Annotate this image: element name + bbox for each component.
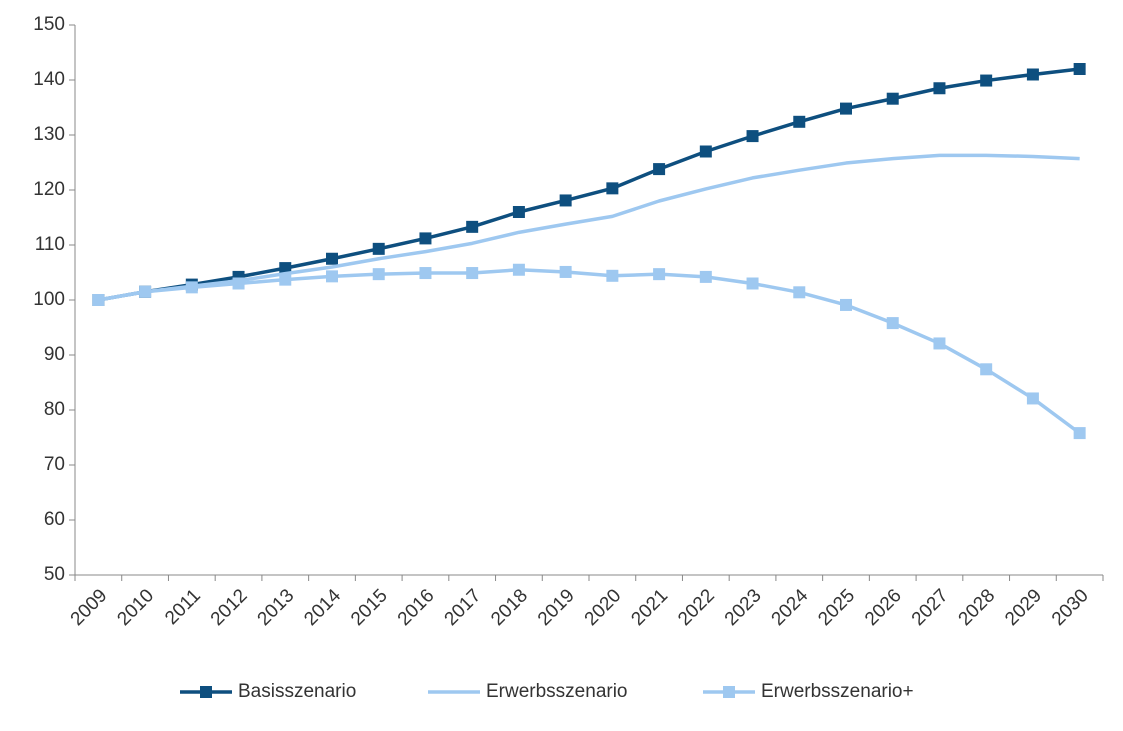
legend-label: Erwerbsszenario <box>486 681 628 702</box>
y-tick-label: 100 <box>33 289 65 310</box>
y-tick-label: 90 <box>44 344 65 365</box>
x-tick-label: 2012 <box>207 585 252 630</box>
y-tick-label: 120 <box>33 179 65 200</box>
series-line <box>98 153 1080 302</box>
series-marker <box>232 277 245 290</box>
series-marker <box>606 269 619 282</box>
y-tick-label: 70 <box>44 454 65 475</box>
series-marker <box>419 267 432 280</box>
x-tick-label: 2017 <box>441 585 486 630</box>
x-tick-label: 2022 <box>674 585 719 630</box>
series-marker <box>139 285 152 298</box>
series-line <box>98 268 1081 435</box>
series-marker <box>1026 68 1039 81</box>
x-tick-label: 2009 <box>67 585 112 630</box>
y-tick-label: 110 <box>35 234 65 255</box>
series-marker <box>793 286 806 299</box>
legend-marker <box>723 686 735 698</box>
legend-label: Erwerbsszenario+ <box>761 681 914 702</box>
x-tick-label: 2018 <box>487 585 532 630</box>
series-marker <box>699 270 712 283</box>
series-marker <box>326 270 338 283</box>
x-tick-label: 2016 <box>394 585 439 630</box>
series-marker <box>279 273 292 286</box>
series-marker <box>1073 63 1086 75</box>
x-tick-label: 2024 <box>768 585 813 630</box>
x-tick-label: 2015 <box>347 585 392 630</box>
legend-label: Basisszenario <box>238 681 356 702</box>
series-marker <box>372 268 385 281</box>
legend-marker <box>200 686 212 698</box>
x-tick-label: 2014 <box>300 585 345 630</box>
x-tick-label: 2013 <box>254 585 299 630</box>
series-marker <box>933 82 946 95</box>
x-tick-label: 2010 <box>113 585 158 630</box>
series-marker <box>1026 392 1039 405</box>
x-tick-label: 2027 <box>908 585 953 630</box>
x-tick-label: 2021 <box>627 585 672 630</box>
series-marker <box>933 337 946 350</box>
series-marker <box>746 130 759 143</box>
series-marker <box>279 262 292 275</box>
x-tick-label: 2028 <box>955 585 1000 630</box>
series-marker <box>1073 427 1086 440</box>
x-tick-label: 2011 <box>161 585 205 629</box>
x-tick-label: 2029 <box>1001 585 1046 630</box>
series-marker <box>512 263 525 276</box>
series-marker <box>185 281 198 294</box>
x-tick-label: 2026 <box>861 585 906 630</box>
series-marker <box>326 252 338 265</box>
series-marker <box>466 220 479 233</box>
series-marker <box>653 268 666 281</box>
series-marker <box>372 242 385 255</box>
series-marker <box>466 267 479 280</box>
y-tick-label: 130 <box>33 124 65 145</box>
y-tick-label: 50 <box>44 564 65 585</box>
x-tick-label: 2030 <box>1048 585 1093 630</box>
y-tick-label: 150 <box>33 14 65 35</box>
series-marker <box>980 74 993 87</box>
series-marker <box>512 206 525 218</box>
series-marker <box>699 145 712 158</box>
series-marker <box>840 102 852 115</box>
series-marker <box>980 363 993 376</box>
x-tick-label: 2020 <box>581 585 626 630</box>
series-marker <box>606 182 619 195</box>
x-tick-label: 2023 <box>721 585 766 630</box>
series-marker <box>419 232 432 245</box>
series-line <box>98 67 1080 302</box>
series-marker <box>840 298 852 311</box>
x-tick-label: 2019 <box>534 585 579 630</box>
series-marker <box>886 92 899 105</box>
x-tick-label: 2025 <box>814 585 859 630</box>
series-marker <box>653 163 666 176</box>
y-tick-label: 80 <box>44 399 65 420</box>
series-marker <box>886 317 899 330</box>
series-marker <box>559 265 572 278</box>
y-tick-label: 60 <box>44 509 65 530</box>
series-marker <box>793 115 806 128</box>
series-marker <box>92 294 105 306</box>
series-marker <box>559 194 572 207</box>
y-tick-label: 140 <box>33 69 65 90</box>
series-marker <box>746 277 759 290</box>
